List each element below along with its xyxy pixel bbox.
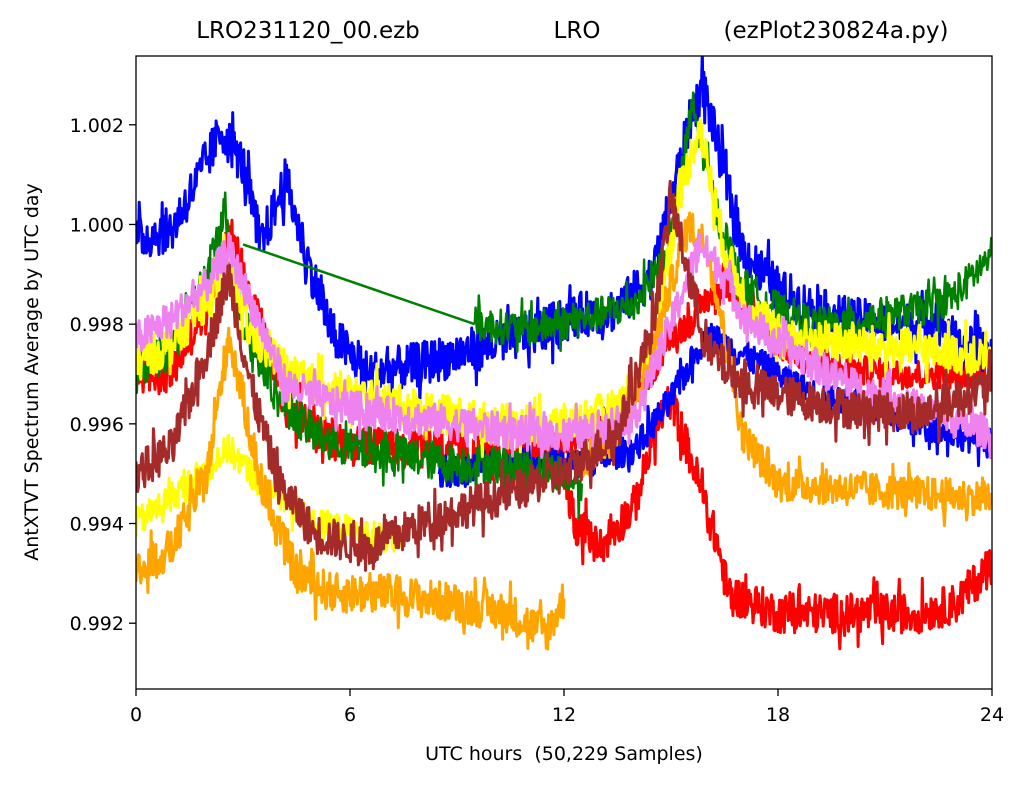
x-tick-label: 0 [130,704,142,726]
x-tick-label: 12 [552,704,576,726]
title-script: (ezPlot230824a.py) [724,18,949,44]
y-tick-label: 1.002 [70,115,124,137]
title-file: LRO231120_00.ezb [196,18,420,44]
series-layer [136,56,992,651]
series-line-12 [136,179,992,572]
y-tick-label: 0.998 [70,314,124,336]
y-axis: 0.992 0.994 0.996 0.998 1.000 1.002 [70,115,136,635]
x-tick-label: 24 [980,704,1004,726]
series-line-9 [136,326,566,651]
x-tick-label: 6 [344,704,356,726]
x-axis: 0 6 12 18 24 [130,689,1004,726]
y-tick-label: 0.996 [70,414,124,436]
x-tick-label: 18 [766,704,790,726]
title-station: LRO [554,18,601,44]
x-axis-label: UTC hours (50,229 Samples) [425,743,703,765]
series-line-5 [242,243,476,326]
series-line-6 [473,91,992,353]
series-line-11 [136,232,992,460]
y-axis-label: AntXTVT Spectrum Average by UTC day [21,183,43,561]
y-tick-label: 0.992 [70,613,124,635]
y-tick-label: 0.994 [70,514,124,536]
y-tick-label: 1.000 [70,214,124,236]
